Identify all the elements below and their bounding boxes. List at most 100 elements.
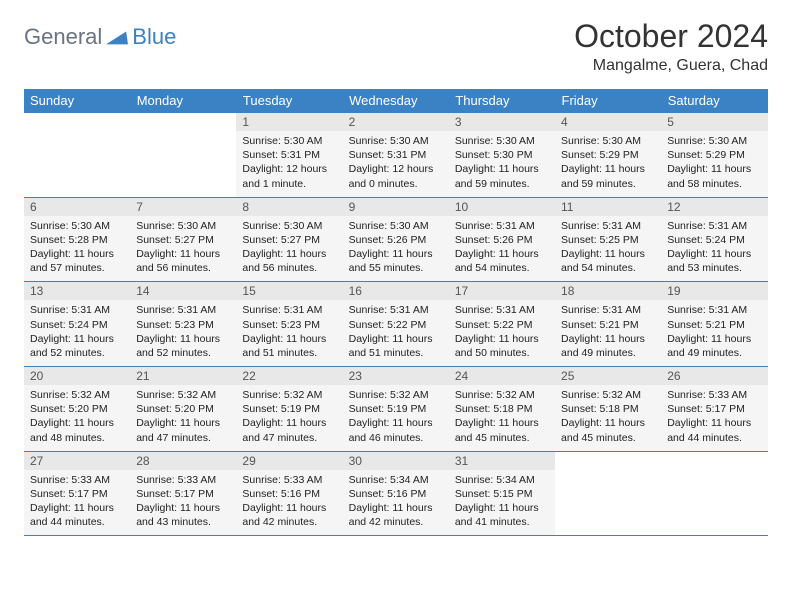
sunset-line: Sunset: 5:26 PM [349, 233, 443, 247]
day-details: Sunrise: 5:32 AMSunset: 5:20 PMDaylight:… [130, 385, 236, 451]
calendar-day-cell: 29Sunrise: 5:33 AMSunset: 5:16 PMDayligh… [236, 451, 342, 536]
day-number: 9 [343, 198, 449, 216]
calendar-day-cell: 1Sunrise: 5:30 AMSunset: 5:31 PMDaylight… [236, 113, 342, 198]
sunrise-line: Sunrise: 5:32 AM [561, 388, 655, 402]
day-details: Sunrise: 5:32 AMSunset: 5:19 PMDaylight:… [236, 385, 342, 451]
sunset-line: Sunset: 5:27 PM [242, 233, 336, 247]
sunset-line: Sunset: 5:31 PM [242, 148, 336, 162]
sunrise-line: Sunrise: 5:30 AM [242, 219, 336, 233]
day-details: Sunrise: 5:31 AMSunset: 5:21 PMDaylight:… [661, 300, 767, 366]
sunset-line: Sunset: 5:18 PM [561, 402, 655, 416]
daylight-line: Daylight: 11 hours and 41 minutes. [455, 501, 549, 529]
calendar-day-cell: 12Sunrise: 5:31 AMSunset: 5:24 PMDayligh… [661, 197, 767, 282]
logo-text-general: General [24, 24, 102, 50]
day-number: 8 [236, 198, 342, 216]
calendar-day-cell: 6Sunrise: 5:30 AMSunset: 5:28 PMDaylight… [24, 197, 130, 282]
day-number: 1 [236, 113, 342, 131]
day-details: Sunrise: 5:31 AMSunset: 5:24 PMDaylight:… [661, 216, 767, 282]
weekday-header: Saturday [661, 89, 767, 113]
calendar-week-row: 27Sunrise: 5:33 AMSunset: 5:17 PMDayligh… [24, 451, 768, 536]
calendar-table: SundayMondayTuesdayWednesdayThursdayFrid… [24, 89, 768, 536]
day-number: 23 [343, 367, 449, 385]
day-details: Sunrise: 5:30 AMSunset: 5:29 PMDaylight:… [661, 131, 767, 197]
weekday-header: Thursday [449, 89, 555, 113]
sunset-line: Sunset: 5:17 PM [136, 487, 230, 501]
day-details: Sunrise: 5:31 AMSunset: 5:24 PMDaylight:… [24, 300, 130, 366]
day-details: Sunrise: 5:33 AMSunset: 5:17 PMDaylight:… [24, 470, 130, 536]
day-details: Sunrise: 5:30 AMSunset: 5:31 PMDaylight:… [236, 131, 342, 197]
daylight-line: Daylight: 11 hours and 52 minutes. [30, 332, 124, 360]
daylight-line: Daylight: 11 hours and 50 minutes. [455, 332, 549, 360]
day-number: 24 [449, 367, 555, 385]
daylight-line: Daylight: 11 hours and 45 minutes. [561, 416, 655, 444]
weekday-header: Friday [555, 89, 661, 113]
day-details: Sunrise: 5:34 AMSunset: 5:16 PMDaylight:… [343, 470, 449, 536]
calendar-day-cell: 26Sunrise: 5:33 AMSunset: 5:17 PMDayligh… [661, 367, 767, 452]
logo: General Blue [24, 24, 176, 50]
sunrise-line: Sunrise: 5:31 AM [30, 303, 124, 317]
daylight-line: Daylight: 11 hours and 48 minutes. [30, 416, 124, 444]
day-details: Sunrise: 5:31 AMSunset: 5:22 PMDaylight:… [449, 300, 555, 366]
day-details: Sunrise: 5:33 AMSunset: 5:17 PMDaylight:… [661, 385, 767, 451]
calendar-day-cell: 13Sunrise: 5:31 AMSunset: 5:24 PMDayligh… [24, 282, 130, 367]
sunrise-line: Sunrise: 5:31 AM [667, 303, 761, 317]
daylight-line: Daylight: 11 hours and 49 minutes. [667, 332, 761, 360]
calendar-day-cell: 23Sunrise: 5:32 AMSunset: 5:19 PMDayligh… [343, 367, 449, 452]
sunrise-line: Sunrise: 5:31 AM [349, 303, 443, 317]
daylight-line: Daylight: 12 hours and 0 minutes. [349, 162, 443, 190]
daylight-line: Daylight: 11 hours and 42 minutes. [349, 501, 443, 529]
sunrise-line: Sunrise: 5:33 AM [30, 473, 124, 487]
daylight-line: Daylight: 11 hours and 56 minutes. [242, 247, 336, 275]
day-number: 14 [130, 282, 236, 300]
calendar-day-cell: 17Sunrise: 5:31 AMSunset: 5:22 PMDayligh… [449, 282, 555, 367]
calendar-day-cell: 4Sunrise: 5:30 AMSunset: 5:29 PMDaylight… [555, 113, 661, 198]
sunset-line: Sunset: 5:17 PM [30, 487, 124, 501]
calendar-day-cell: 2Sunrise: 5:30 AMSunset: 5:31 PMDaylight… [343, 113, 449, 198]
daylight-line: Daylight: 11 hours and 59 minutes. [455, 162, 549, 190]
daylight-line: Daylight: 11 hours and 47 minutes. [136, 416, 230, 444]
day-details: Sunrise: 5:31 AMSunset: 5:25 PMDaylight:… [555, 216, 661, 282]
sunset-line: Sunset: 5:17 PM [667, 402, 761, 416]
calendar-day-cell: 21Sunrise: 5:32 AMSunset: 5:20 PMDayligh… [130, 367, 236, 452]
calendar-week-row: 6Sunrise: 5:30 AMSunset: 5:28 PMDaylight… [24, 197, 768, 282]
weekday-header: Sunday [24, 89, 130, 113]
day-number: 11 [555, 198, 661, 216]
logo-text-blue: Blue [132, 24, 176, 50]
daylight-line: Daylight: 11 hours and 59 minutes. [561, 162, 655, 190]
sunset-line: Sunset: 5:26 PM [455, 233, 549, 247]
sunrise-line: Sunrise: 5:32 AM [349, 388, 443, 402]
sunrise-line: Sunrise: 5:32 AM [455, 388, 549, 402]
day-details: Sunrise: 5:32 AMSunset: 5:20 PMDaylight:… [24, 385, 130, 451]
daylight-line: Daylight: 11 hours and 47 minutes. [242, 416, 336, 444]
calendar-header-row: SundayMondayTuesdayWednesdayThursdayFrid… [24, 89, 768, 113]
daylight-line: Daylight: 11 hours and 51 minutes. [349, 332, 443, 360]
weekday-header: Wednesday [343, 89, 449, 113]
day-number: 5 [661, 113, 767, 131]
calendar-bottom-rule-cell [24, 536, 768, 537]
daylight-line: Daylight: 11 hours and 55 minutes. [349, 247, 443, 275]
daylight-line: Daylight: 11 hours and 49 minutes. [561, 332, 655, 360]
daylight-line: Daylight: 11 hours and 54 minutes. [455, 247, 549, 275]
calendar-day-cell: 10Sunrise: 5:31 AMSunset: 5:26 PMDayligh… [449, 197, 555, 282]
sunset-line: Sunset: 5:28 PM [30, 233, 124, 247]
sunset-line: Sunset: 5:29 PM [667, 148, 761, 162]
day-details: Sunrise: 5:31 AMSunset: 5:26 PMDaylight:… [449, 216, 555, 282]
sunrise-line: Sunrise: 5:30 AM [667, 134, 761, 148]
sunrise-line: Sunrise: 5:32 AM [30, 388, 124, 402]
day-details: Sunrise: 5:30 AMSunset: 5:31 PMDaylight:… [343, 131, 449, 197]
day-details: Sunrise: 5:30 AMSunset: 5:27 PMDaylight:… [236, 216, 342, 282]
sunrise-line: Sunrise: 5:30 AM [242, 134, 336, 148]
day-details: Sunrise: 5:33 AMSunset: 5:17 PMDaylight:… [130, 470, 236, 536]
sunset-line: Sunset: 5:30 PM [455, 148, 549, 162]
month-title: October 2024 [574, 18, 768, 55]
day-details: Sunrise: 5:30 AMSunset: 5:29 PMDaylight:… [555, 131, 661, 197]
day-details: Sunrise: 5:31 AMSunset: 5:23 PMDaylight:… [130, 300, 236, 366]
day-number: 26 [661, 367, 767, 385]
day-number: 20 [24, 367, 130, 385]
calendar-week-row: 1Sunrise: 5:30 AMSunset: 5:31 PMDaylight… [24, 113, 768, 198]
day-number: 13 [24, 282, 130, 300]
sunset-line: Sunset: 5:16 PM [242, 487, 336, 501]
day-number: 25 [555, 367, 661, 385]
sunset-line: Sunset: 5:21 PM [667, 318, 761, 332]
calendar-day-cell: 20Sunrise: 5:32 AMSunset: 5:20 PMDayligh… [24, 367, 130, 452]
